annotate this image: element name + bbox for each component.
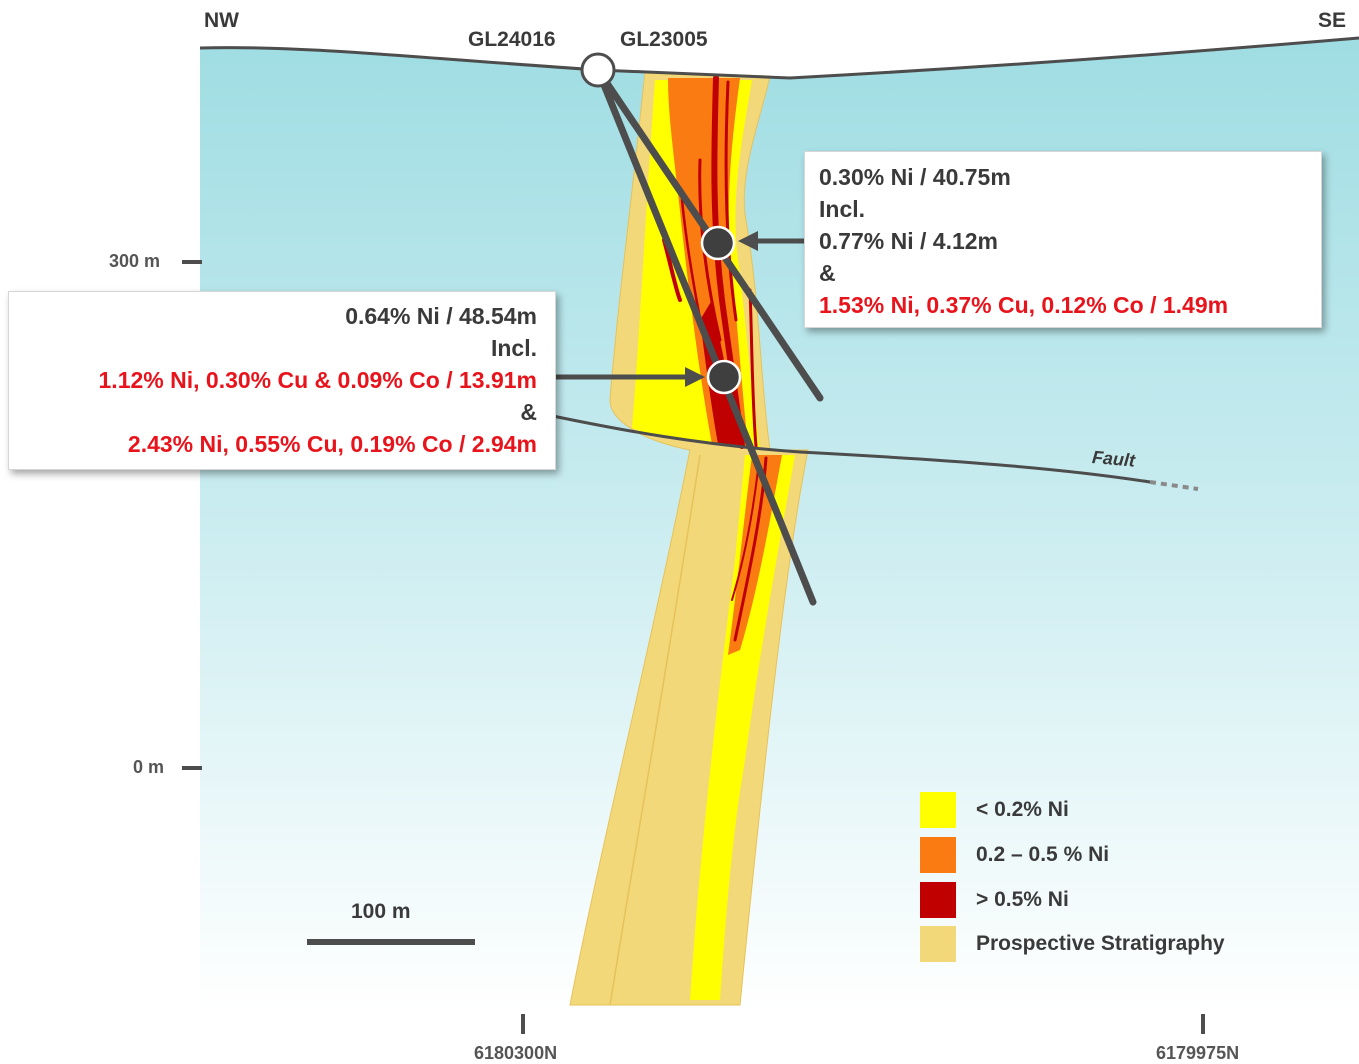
scale-bar-label: 100 m — [351, 900, 411, 923]
intercept-upper-line-1: 0.30% Ni / 40.75m — [819, 164, 1011, 190]
intercept-callout-lower: 0.64% Ni / 48.54m Incl. 1.12% Ni, 0.30% … — [8, 291, 556, 470]
fault-line — [547, 413, 1151, 484]
intercept-marker-lower — [706, 359, 742, 395]
legend-swatch-high-grade — [920, 882, 956, 918]
intercept-lower-line-3: 1.12% Ni, 0.30% Cu & 0.09% Co / 13.91m — [98, 367, 537, 393]
legend-label-medium-grade: 0.2 – 0.5 % Ni — [976, 843, 1110, 866]
legend-label-high-grade: > 0.5% Ni — [976, 888, 1069, 911]
direction-label-nw: NW — [204, 9, 239, 32]
prospective-stratigraphy-band — [569, 71, 809, 1006]
northing-label-6179975n: 6179975N — [1156, 1043, 1240, 1063]
intercept-lower-line-5: 2.43% Ni, 0.55% Cu, 0.19% Co / 2.94m — [127, 431, 537, 457]
intercept-upper-line-5: 1.53% Ni, 0.37% Cu, 0.12% Co / 1.49m — [819, 292, 1229, 318]
northing-label-6180300n: 6180300N — [474, 1043, 558, 1063]
intercept-upper-line-4: & — [819, 260, 836, 286]
intercept-upper-line-3: 0.77% Ni / 4.12m — [819, 228, 998, 254]
legend-label-prospective-stratigraphy: Prospective Stratigraphy — [976, 932, 1225, 955]
legend-item-high-grade: > 0.5% Ni — [920, 882, 1320, 918]
elevation-label-300: 300 m — [109, 251, 161, 271]
fault-label: Fault — [1091, 447, 1136, 471]
legend-swatch-prospective-stratigraphy — [920, 926, 956, 962]
legend-swatch-low-grade — [920, 792, 956, 828]
stratigraphy-inner-seam — [609, 454, 701, 1006]
intercept-marker-upper — [700, 225, 736, 261]
drillhole-label-gl24016: GL24016 — [468, 28, 556, 51]
intercept-lower-line-1: 0.64% Ni / 48.54m — [345, 303, 537, 329]
intercept-lower-line-4: & — [520, 399, 537, 425]
ground-surface-line — [199, 36, 1359, 80]
intercept-callout-upper: 0.30% Ni / 40.75m Incl. 0.77% Ni / 4.12m… — [804, 151, 1322, 328]
legend-item-prospective-stratigraphy: Prospective Stratigraphy — [920, 926, 1320, 962]
low-grade-zone-lower — [690, 455, 795, 1000]
fault-line-inferred — [1149, 480, 1199, 491]
intercept-upper-line-2: Incl. — [819, 196, 866, 222]
elevation-label-0: 0 m — [133, 757, 165, 777]
callout-arrow-lower — [556, 367, 705, 387]
intercept-lower-line-2: Incl. — [490, 335, 537, 361]
drill-collar-marker — [580, 52, 616, 88]
legend-label-low-grade: < 0.2% Ni — [976, 798, 1069, 821]
legend-item-medium-grade: 0.2 – 0.5 % Ni — [920, 837, 1320, 873]
legend-item-low-grade: < 0.2% Ni — [920, 792, 1320, 828]
legend-swatch-medium-grade — [920, 837, 956, 873]
callout-arrow-upper — [738, 231, 804, 251]
drillhole-trace-gl23005 — [594, 66, 817, 606]
direction-label-se: SE — [1318, 9, 1347, 32]
drillhole-label-gl23005: GL23005 — [620, 28, 708, 51]
